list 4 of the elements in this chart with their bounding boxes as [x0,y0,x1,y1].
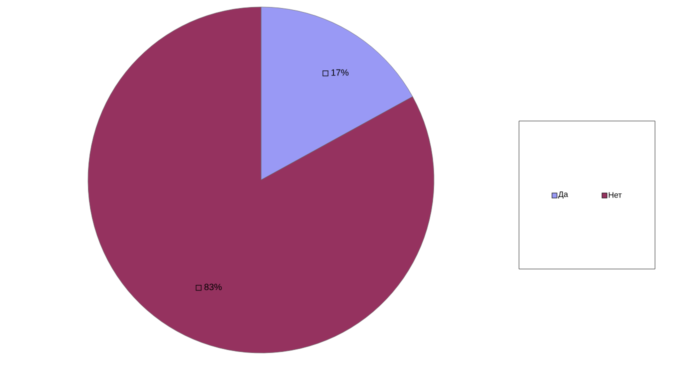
data-label: 83% [204,284,222,290]
legend-label: Нет [608,192,622,198]
data-label: 17% [332,69,348,76]
legend-label: Да [558,191,568,199]
